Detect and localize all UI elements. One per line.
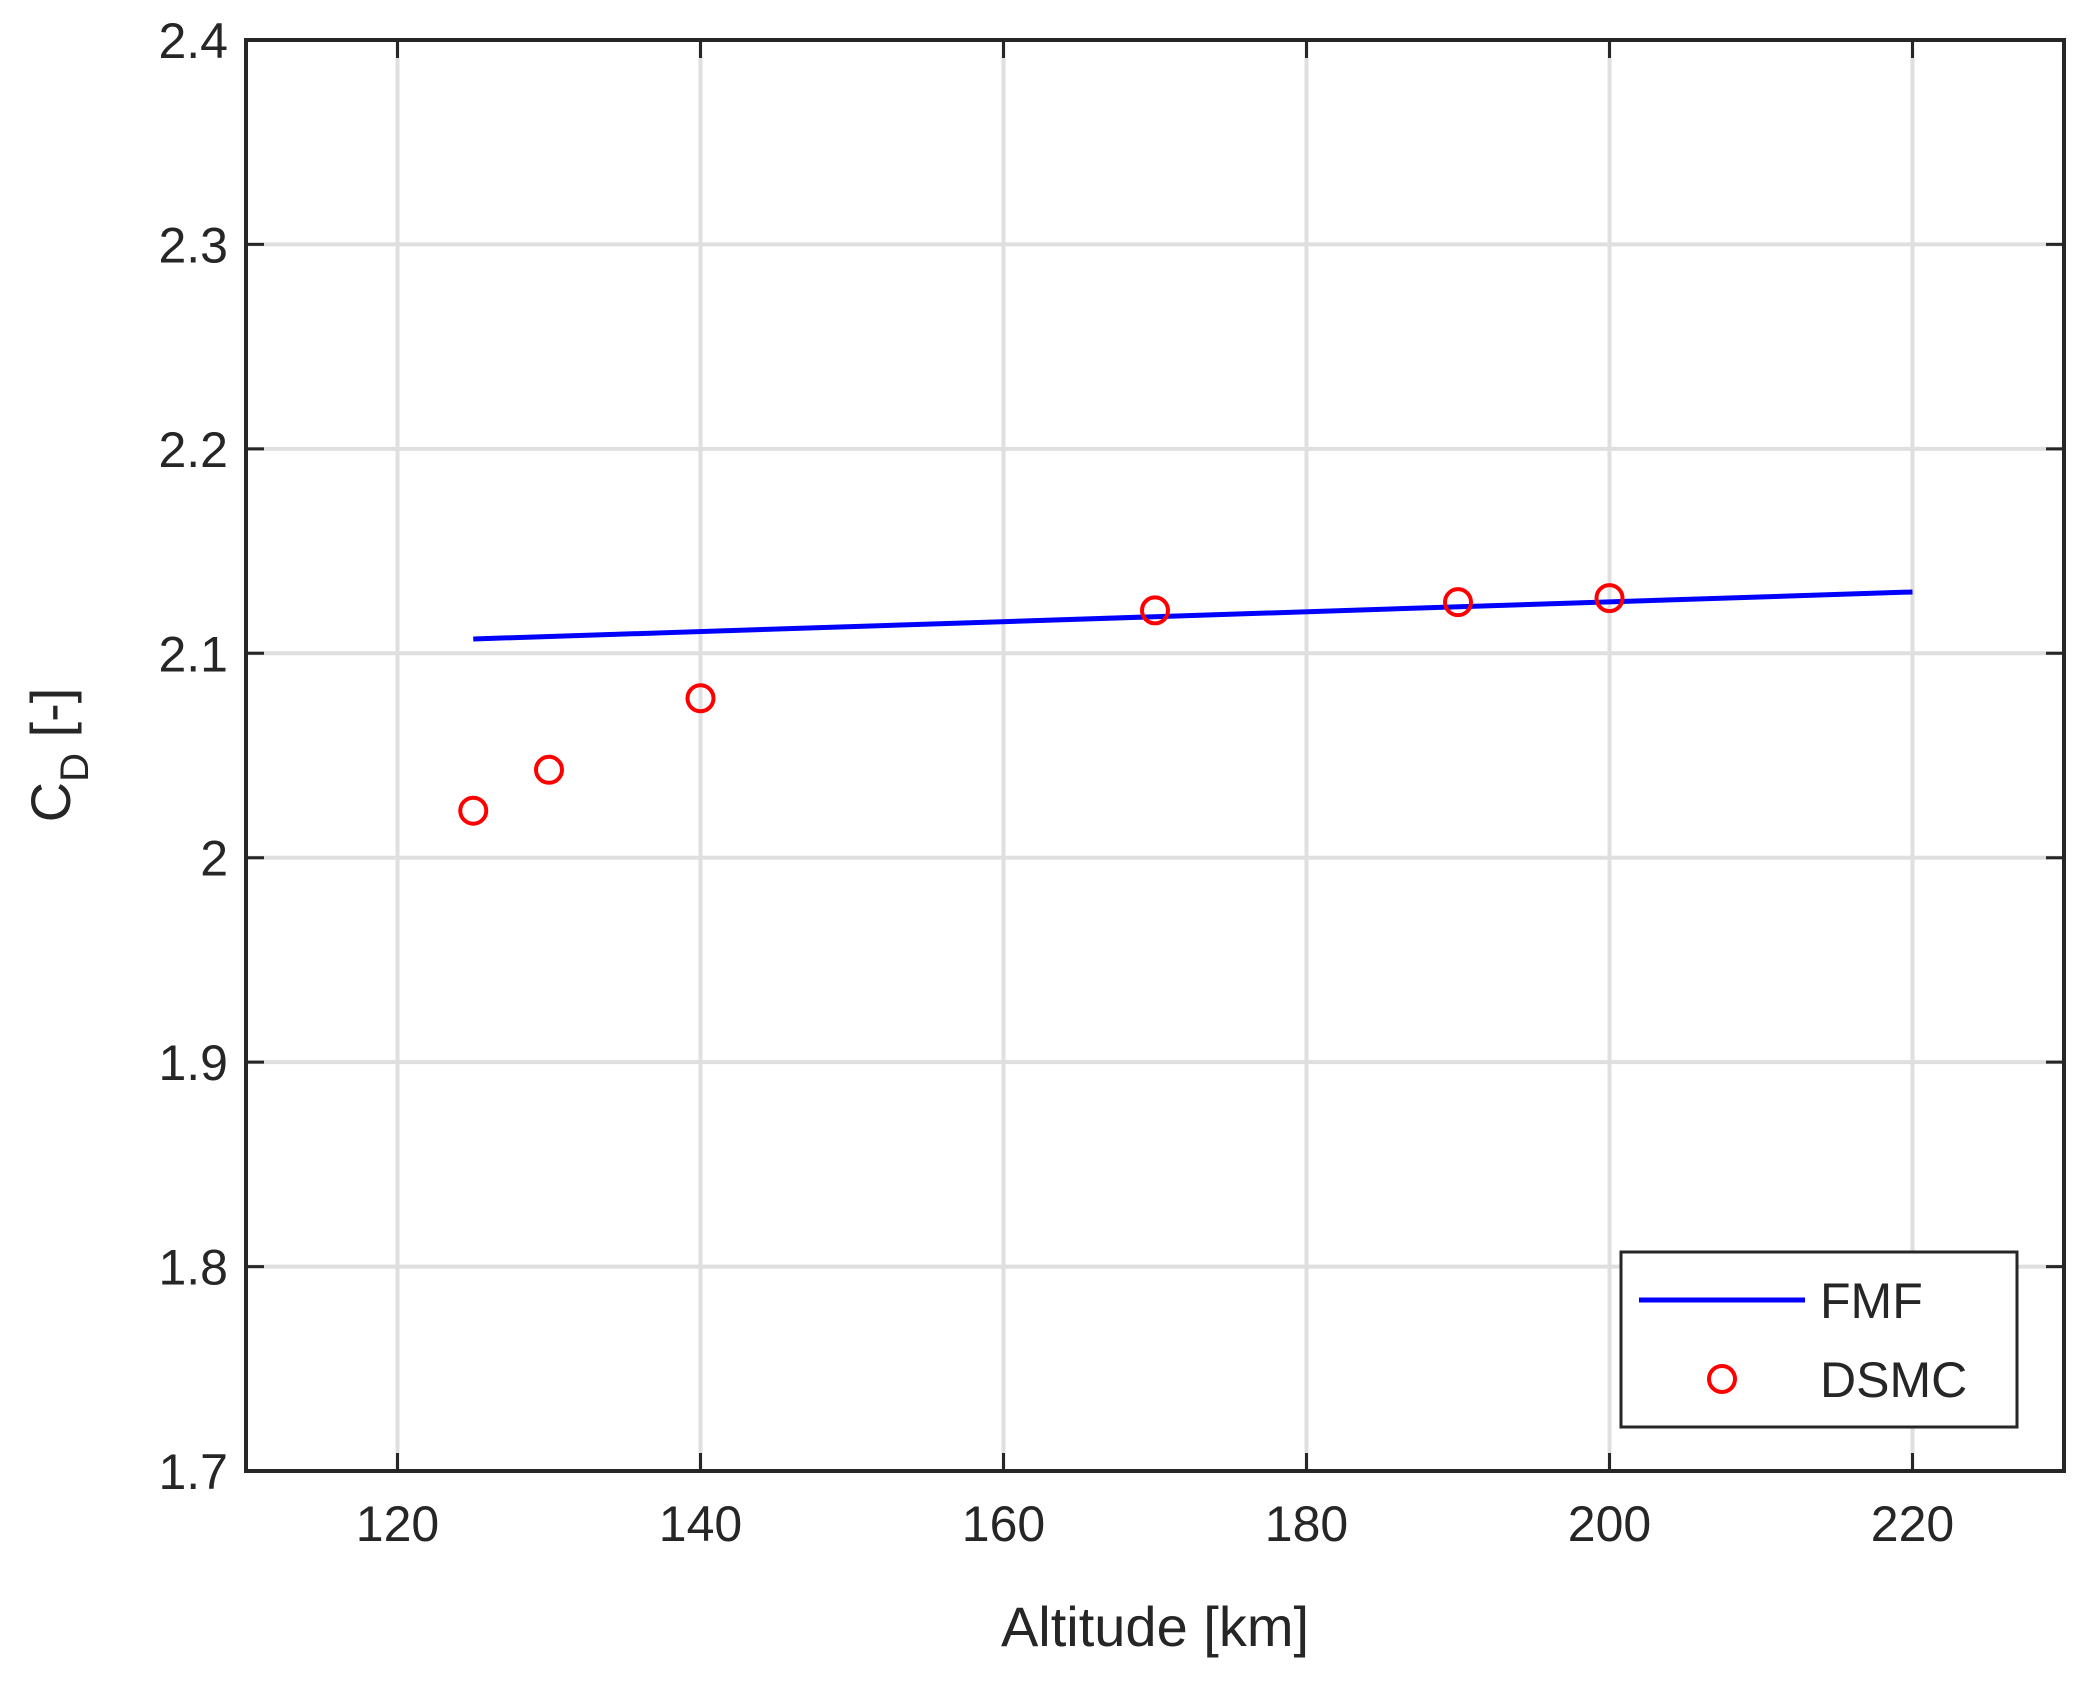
x-axis-label: Altitude [km] bbox=[1001, 1595, 1309, 1658]
x-tick-label: 120 bbox=[356, 1496, 439, 1552]
dsmc-point bbox=[1594, 583, 1625, 614]
dsmc-point bbox=[685, 683, 716, 714]
x-tick-labels: 120 140 160 180 200 220 bbox=[356, 1496, 1954, 1552]
y-tick-label: 1.8 bbox=[158, 1240, 228, 1296]
y-axis-label-subscript: D bbox=[53, 753, 97, 782]
fmf-line bbox=[473, 589, 1913, 642]
dsmc-series bbox=[458, 583, 1625, 826]
y-tick-label: 2 bbox=[200, 831, 228, 887]
y-tick-label: 2.3 bbox=[158, 217, 228, 273]
x-tick-label: 140 bbox=[659, 1496, 742, 1552]
x-tick-label: 180 bbox=[1265, 1496, 1348, 1552]
x-tick-label: 160 bbox=[962, 1496, 1045, 1552]
dsmc-point bbox=[458, 795, 489, 826]
y-tick-label: 2.1 bbox=[158, 626, 228, 682]
y-tick-label: 1.7 bbox=[158, 1444, 228, 1500]
y-tick-label: 2.2 bbox=[158, 422, 228, 478]
x-tick-label: 200 bbox=[1568, 1496, 1651, 1552]
fmf-series bbox=[473, 589, 1913, 642]
plot-frame bbox=[244, 38, 2066, 1473]
legend-fmf-label: FMF bbox=[1820, 1273, 1923, 1329]
legend-dsmc-swatch bbox=[1707, 1364, 1737, 1394]
dsmc-point bbox=[534, 754, 564, 785]
ticks bbox=[246, 38, 2064, 1473]
legend-dsmc-label: DSMC bbox=[1820, 1352, 1967, 1408]
y-axis-label-unit: [-] bbox=[19, 688, 82, 753]
y-tick-label: 1.9 bbox=[158, 1035, 228, 1091]
legend-box bbox=[1619, 1250, 2019, 1429]
x-tick-label: 220 bbox=[1871, 1496, 1954, 1552]
legend: FMF DSMC bbox=[1619, 1250, 2019, 1429]
y-tick-labels: 1.7 1.8 1.9 2 2.1 2.2 2.3 2.4 bbox=[158, 13, 228, 1500]
y-axis-label: CD [-] bbox=[19, 688, 97, 823]
dsmc-point bbox=[1443, 587, 1473, 618]
y-tick-label: 2.4 bbox=[158, 13, 228, 69]
dsmc-point bbox=[1140, 595, 1170, 626]
y-axis-label-main: C bbox=[19, 782, 82, 822]
